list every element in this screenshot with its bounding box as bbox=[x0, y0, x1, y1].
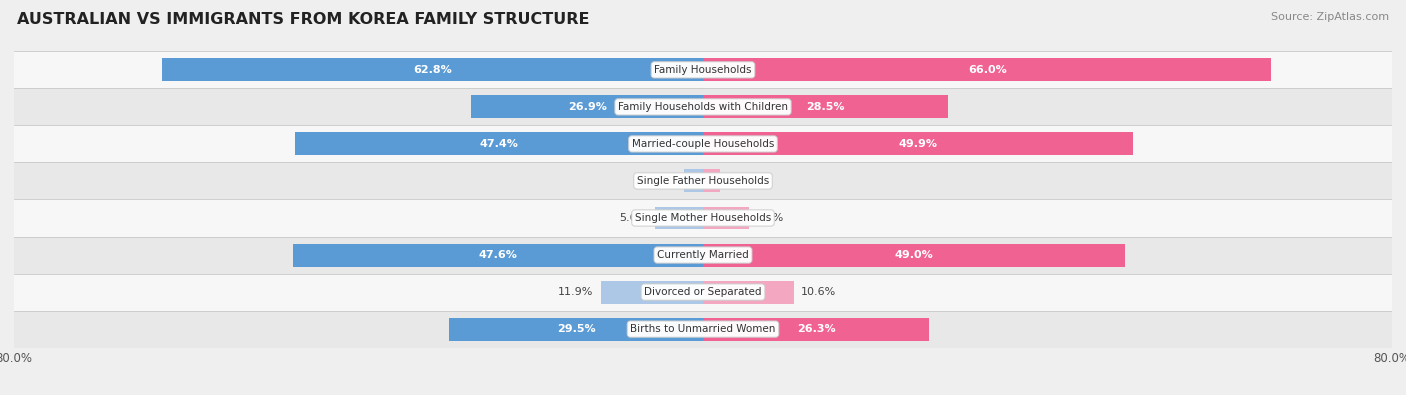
Bar bbox=[162, 58, 703, 81]
Bar bbox=[703, 58, 1271, 81]
Text: 5.3%: 5.3% bbox=[755, 213, 783, 223]
Bar bbox=[292, 244, 703, 267]
Text: 62.8%: 62.8% bbox=[413, 65, 451, 75]
Bar bbox=[295, 132, 703, 155]
Text: 47.4%: 47.4% bbox=[479, 139, 519, 149]
Text: Family Households with Children: Family Households with Children bbox=[619, 102, 787, 112]
Text: 2.0%: 2.0% bbox=[727, 176, 755, 186]
Text: 10.6%: 10.6% bbox=[801, 287, 837, 297]
Bar bbox=[14, 237, 1392, 273]
Text: 2.2%: 2.2% bbox=[648, 176, 678, 186]
Bar bbox=[703, 207, 748, 229]
Text: 11.9%: 11.9% bbox=[558, 287, 593, 297]
Bar bbox=[14, 199, 1392, 237]
Text: 49.0%: 49.0% bbox=[894, 250, 934, 260]
Bar bbox=[600, 280, 703, 303]
Text: 26.3%: 26.3% bbox=[797, 324, 835, 334]
Text: Currently Married: Currently Married bbox=[657, 250, 749, 260]
Text: 29.5%: 29.5% bbox=[557, 324, 595, 334]
Text: Births to Unmarried Women: Births to Unmarried Women bbox=[630, 324, 776, 334]
Bar bbox=[703, 96, 949, 118]
Bar bbox=[703, 169, 720, 192]
Text: 49.9%: 49.9% bbox=[898, 139, 938, 149]
Text: Single Mother Households: Single Mother Households bbox=[636, 213, 770, 223]
Bar bbox=[14, 51, 1392, 88]
Bar bbox=[655, 207, 703, 229]
Bar bbox=[685, 169, 703, 192]
Bar bbox=[14, 310, 1392, 348]
Text: Source: ZipAtlas.com: Source: ZipAtlas.com bbox=[1271, 12, 1389, 22]
Bar bbox=[14, 162, 1392, 199]
Text: Divorced or Separated: Divorced or Separated bbox=[644, 287, 762, 297]
Text: 66.0%: 66.0% bbox=[967, 65, 1007, 75]
Text: 26.9%: 26.9% bbox=[568, 102, 606, 112]
Bar bbox=[703, 280, 794, 303]
Bar bbox=[471, 96, 703, 118]
Text: 28.5%: 28.5% bbox=[807, 102, 845, 112]
Text: AUSTRALIAN VS IMMIGRANTS FROM KOREA FAMILY STRUCTURE: AUSTRALIAN VS IMMIGRANTS FROM KOREA FAMI… bbox=[17, 12, 589, 27]
Text: Single Father Households: Single Father Households bbox=[637, 176, 769, 186]
Bar bbox=[703, 318, 929, 340]
Text: 5.6%: 5.6% bbox=[620, 213, 648, 223]
Text: Family Households: Family Households bbox=[654, 65, 752, 75]
Bar bbox=[14, 126, 1392, 162]
Bar bbox=[703, 132, 1133, 155]
Text: 47.6%: 47.6% bbox=[478, 250, 517, 260]
Bar bbox=[14, 273, 1392, 310]
Bar bbox=[703, 244, 1125, 267]
Text: Married-couple Households: Married-couple Households bbox=[631, 139, 775, 149]
Bar bbox=[449, 318, 703, 340]
Bar bbox=[14, 88, 1392, 126]
